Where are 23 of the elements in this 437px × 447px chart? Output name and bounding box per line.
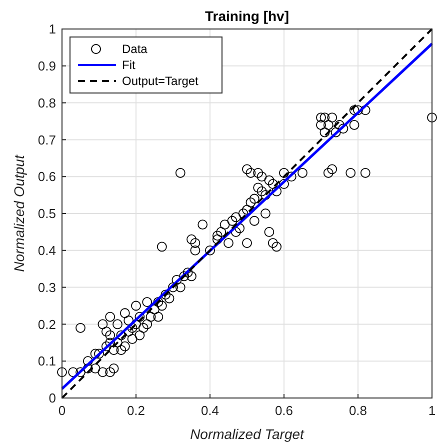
y-tick-label: 0.2 xyxy=(38,316,56,332)
y-tick-label: 0.7 xyxy=(38,132,56,148)
legend-label: Output=Target xyxy=(122,74,200,88)
y-tick-label: 0.5 xyxy=(38,206,56,222)
x-tick-label: 0.6 xyxy=(274,403,294,418)
x-axis-title: Normalized Target xyxy=(190,426,306,442)
legend-label: Fit xyxy=(122,58,136,72)
y-axis-title: Normalized Output xyxy=(11,154,27,272)
y-tick-label: 0.4 xyxy=(38,242,56,258)
y-tick-label: 0.6 xyxy=(38,169,56,184)
legend-label: Data xyxy=(122,42,148,56)
x-tick-label: 0 xyxy=(58,403,66,418)
y-tick-label: 0 xyxy=(48,390,56,406)
chart-title: Training [hv] xyxy=(205,8,289,24)
x-tick-label: 1 xyxy=(428,403,436,418)
y-tick-label: 0.8 xyxy=(38,95,56,110)
y-tick-label: 0.9 xyxy=(38,58,56,74)
y-tick-label: 0.1 xyxy=(38,354,56,369)
x-tick-label: 0.8 xyxy=(348,403,368,418)
y-tick-label: 1 xyxy=(48,22,56,37)
x-tick-label: 0.2 xyxy=(126,403,146,418)
x-tick-label: 0.4 xyxy=(200,403,220,418)
y-tick-label: 0.3 xyxy=(38,280,56,295)
